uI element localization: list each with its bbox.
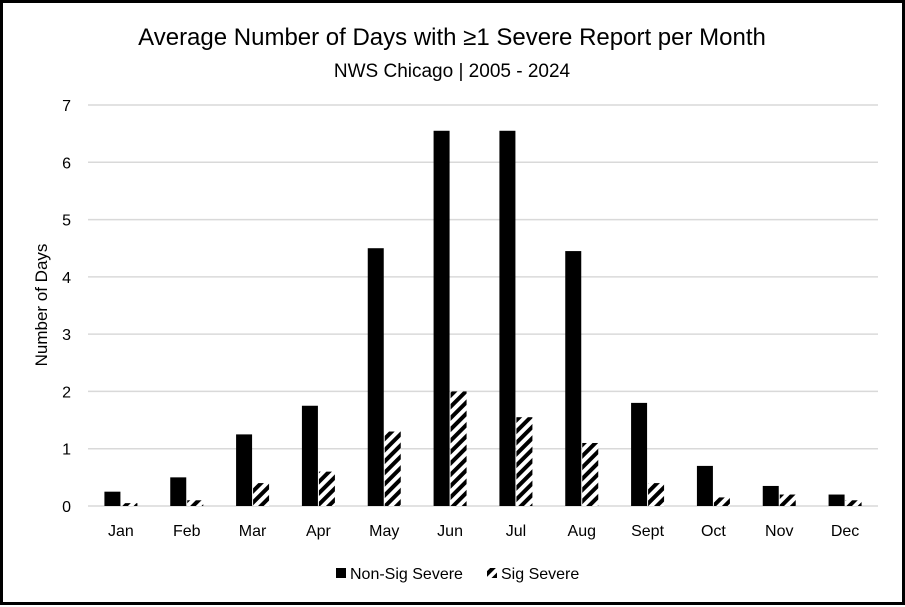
bar-non-sig-severe	[301, 405, 318, 506]
x-tick-label: Jun	[437, 523, 463, 540]
bar-sig-severe	[121, 503, 138, 506]
bar-non-sig-severe	[696, 465, 713, 506]
y-tick-label: 5	[62, 213, 71, 230]
bar-non-sig-severe	[565, 251, 582, 506]
x-tick-label: Sept	[631, 523, 664, 540]
x-axis-ticks: Jan Feb Mar Apr May Jun Jul Aug Sept Oct Nov Dec	[108, 523, 859, 540]
y-axis-label: Number of Days	[32, 244, 51, 367]
bar-non-sig-severe	[499, 130, 516, 506]
x-tick-label: Jul	[506, 523, 526, 540]
y-tick-label: 2	[62, 384, 71, 401]
x-tick-label: Oct	[701, 523, 726, 540]
y-tick-label: 1	[62, 442, 71, 459]
y-tick-label: 0	[62, 499, 71, 516]
bar-non-sig-severe	[170, 477, 187, 506]
gridlines	[88, 104, 878, 507]
bar-non-sig-severe	[828, 494, 845, 506]
x-tick-label: Mar	[239, 523, 267, 540]
x-tick-label: Feb	[173, 523, 201, 540]
bar-sig-severe	[384, 431, 401, 506]
bar-sig-severe	[187, 500, 204, 506]
bar-sig-severe	[845, 500, 862, 506]
y-tick-label: 6	[62, 155, 71, 172]
legend-swatch-non-sig-severe	[336, 568, 346, 578]
x-tick-label: Dec	[831, 523, 859, 540]
x-tick-label: Apr	[306, 523, 332, 540]
bar-sig-severe	[713, 497, 730, 506]
bar-non-sig-severe	[367, 248, 384, 506]
bar-sig-severe	[779, 494, 796, 506]
bar-non-sig-severe	[433, 130, 450, 506]
y-tick-label: 3	[62, 327, 71, 344]
chart-title: Average Number of Days with ≥1 Severe Re…	[138, 24, 766, 51]
bar-sig-severe	[516, 417, 533, 506]
bar-non-sig-severe	[762, 485, 779, 506]
x-tick-label: May	[369, 523, 399, 540]
bar-chart: Average Number of Days with ≥1 Severe Re…	[32, 24, 878, 583]
y-axis-ticks: 0 1 2 3 4 5 6 7	[62, 98, 71, 516]
x-tick-label: Jan	[108, 523, 134, 540]
bar-non-sig-severe	[104, 491, 121, 506]
bar-sig-severe	[648, 483, 665, 506]
bar-sig-severe	[450, 391, 467, 506]
bar-sig-severe	[318, 471, 335, 506]
bar-sig-severe	[582, 442, 599, 506]
bar-non-sig-severe	[236, 434, 253, 506]
y-tick-label: 7	[62, 98, 71, 115]
x-tick-label: Nov	[765, 523, 793, 540]
bar-sig-severe	[253, 483, 270, 506]
bar-non-sig-severe	[631, 402, 648, 506]
bars	[104, 130, 862, 506]
legend-label: Non-Sig Severe	[350, 566, 463, 583]
chart-subtitle: NWS Chicago | 2005 - 2024	[334, 61, 571, 82]
legend-swatch-sig-severe	[487, 568, 497, 578]
x-tick-label: Aug	[568, 523, 596, 540]
legend-label: Sig Severe	[501, 566, 579, 583]
legend: Non-Sig Severe Sig Severe	[336, 566, 579, 583]
y-tick-label: 4	[62, 270, 71, 287]
